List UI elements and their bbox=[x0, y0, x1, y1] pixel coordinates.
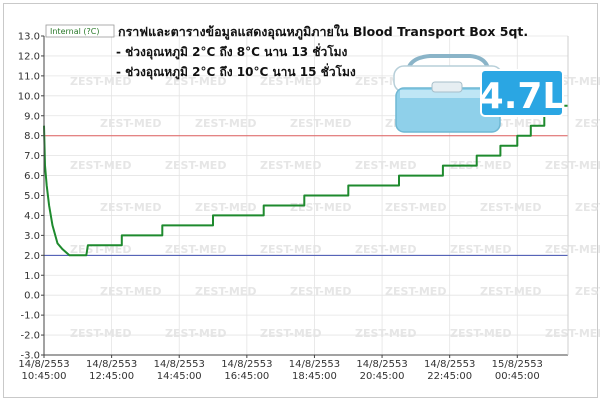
watermark-text: ZEST-MED bbox=[290, 201, 351, 214]
watermark-text: ZEST-MED bbox=[545, 159, 600, 172]
y-tick-label: 9.0 bbox=[24, 111, 40, 122]
y-tick-label: 6.0 bbox=[24, 171, 40, 182]
watermark-text: ZEST-MED bbox=[165, 75, 226, 88]
watermark-text: ZEST-MED bbox=[545, 243, 600, 256]
watermark-text: ZEST-MED bbox=[450, 159, 511, 172]
y-tick-labels: 13.0 12.0 11.0 10.0 9.0 8.0 7.0 6.0 5.0 4.0 3.0 2.0… bbox=[18, 32, 44, 362]
x-tick-date: 14/8/2553 bbox=[289, 359, 340, 370]
watermark-text: ZEST-MED bbox=[450, 243, 511, 256]
watermark-text: ZEST-MED bbox=[165, 159, 226, 172]
x-tick-time: 00:45:00 bbox=[495, 371, 540, 382]
x-tick-time: 14:45:00 bbox=[157, 371, 202, 382]
x-tick-time: 16:45:00 bbox=[224, 371, 269, 382]
x-tick-date: 14/8/2553 bbox=[356, 359, 407, 370]
y-tick-label: -2.0 bbox=[20, 331, 40, 342]
cooler-box-icon bbox=[393, 54, 503, 133]
watermark-text: ZEST-MED bbox=[70, 327, 131, 340]
y-tick-label: -1.0 bbox=[20, 311, 40, 322]
y-tick-label: 2.0 bbox=[24, 251, 40, 262]
x-tick-date: 15/8/2553 bbox=[492, 359, 543, 370]
watermark-text: ZEST-MED bbox=[575, 117, 600, 130]
capacity-badge: 4.7L bbox=[479, 69, 566, 117]
watermark-text: ZEST-MED bbox=[260, 243, 321, 256]
x-tick-date: 14/8/2553 bbox=[221, 359, 272, 370]
x-tick-date: 14/8/2553 bbox=[18, 359, 69, 370]
x-tick-date: 14/8/2553 bbox=[424, 359, 475, 370]
series-layer bbox=[43, 104, 568, 257]
watermark-text: ZEST-MED bbox=[100, 285, 161, 298]
watermark-text: ZEST-MED bbox=[195, 285, 256, 298]
watermark-text: ZEST-MED bbox=[165, 243, 226, 256]
watermark-text: ZEST-MED bbox=[480, 201, 541, 214]
watermark-text: ZEST-MED bbox=[100, 117, 161, 130]
caption-title: กราฟและตารางข้อมูลแสดงอุณหภูมิภายใน Bloo… bbox=[118, 24, 528, 40]
watermark-text: ZEST-MED bbox=[165, 327, 226, 340]
x-tick-date: 14/8/2553 bbox=[154, 359, 205, 370]
y-tick-label: 11.0 bbox=[18, 71, 40, 82]
legend-box bbox=[45, 24, 115, 38]
y-tick-label: 1.0 bbox=[24, 271, 40, 282]
x-tick-time: 20:45:00 bbox=[360, 371, 405, 382]
watermark-text: ZEST-MED bbox=[70, 159, 131, 172]
x-tick-time: 18:45:00 bbox=[292, 371, 337, 382]
x-tick-time: 10:45:00 bbox=[22, 371, 67, 382]
y-tick-label: 7.0 bbox=[24, 151, 40, 162]
x-tick-time: 22:45:00 bbox=[427, 371, 472, 382]
y-tick-label: 5.0 bbox=[24, 191, 40, 202]
series-line bbox=[43, 104, 568, 257]
y-tick-label: 10.0 bbox=[18, 91, 40, 102]
watermark-text: ZEST-MED bbox=[195, 201, 256, 214]
caption-line-2: - ช่วงอุณหภูมิ 2°C ถึง 10°C นาน 15 ชั่วโ… bbox=[116, 63, 356, 80]
watermark-text: ZEST-MED bbox=[260, 159, 321, 172]
caption-line-1: - ช่วงอุณหภูมิ 2°C ถึง 8°C นาน 13 ชั่วโม… bbox=[116, 43, 348, 60]
x-tick-labels: 14/8/255310:45:0014/8/255312:45:0014/8/2… bbox=[18, 355, 543, 382]
watermark-text: ZEST-MED bbox=[355, 243, 416, 256]
watermark-text: ZEST-MED bbox=[260, 75, 321, 88]
watermark-text: ZEST-MED bbox=[385, 201, 446, 214]
y-tick-label: -3.0 bbox=[20, 351, 40, 362]
legend: Internal (?C) bbox=[45, 24, 115, 38]
y-tick-label: 8.0 bbox=[24, 131, 40, 142]
x-tick-date: 14/8/2553 bbox=[86, 359, 137, 370]
y-tick-label: 13.0 bbox=[18, 32, 40, 43]
y-tick-label: 4.0 bbox=[24, 211, 40, 222]
y-tick-label: 0.0 bbox=[24, 291, 40, 302]
watermark-text: ZEST-MED bbox=[575, 285, 600, 298]
watermark-text: ZEST-MED bbox=[355, 327, 416, 340]
watermark-text: ZEST-MED bbox=[70, 75, 131, 88]
y-tick-label: 3.0 bbox=[24, 231, 40, 242]
legend-label: Internal (?C) bbox=[50, 27, 99, 36]
watermark-text: ZEST-MED bbox=[100, 201, 161, 214]
watermark-text: ZEST-MED bbox=[575, 201, 600, 214]
watermark-text: ZEST-MED bbox=[195, 117, 256, 130]
watermark-text: ZEST-MED bbox=[290, 285, 351, 298]
capacity-badge-text: 4.7L bbox=[479, 76, 566, 117]
x-tick-time: 12:45:00 bbox=[89, 371, 134, 382]
reference-lines bbox=[44, 135, 568, 256]
watermark-text: ZEST-MED bbox=[480, 285, 541, 298]
watermark-text: ZEST-MED bbox=[290, 117, 351, 130]
watermark-text: ZEST-MED bbox=[385, 285, 446, 298]
watermark-text: ZEST-MED bbox=[545, 327, 600, 340]
watermark-text: ZEST-MED bbox=[355, 159, 416, 172]
watermark-text: ZEST-MED bbox=[450, 327, 511, 340]
y-tick-label: 12.0 bbox=[18, 51, 40, 62]
watermark-text: ZEST-MED bbox=[260, 327, 321, 340]
